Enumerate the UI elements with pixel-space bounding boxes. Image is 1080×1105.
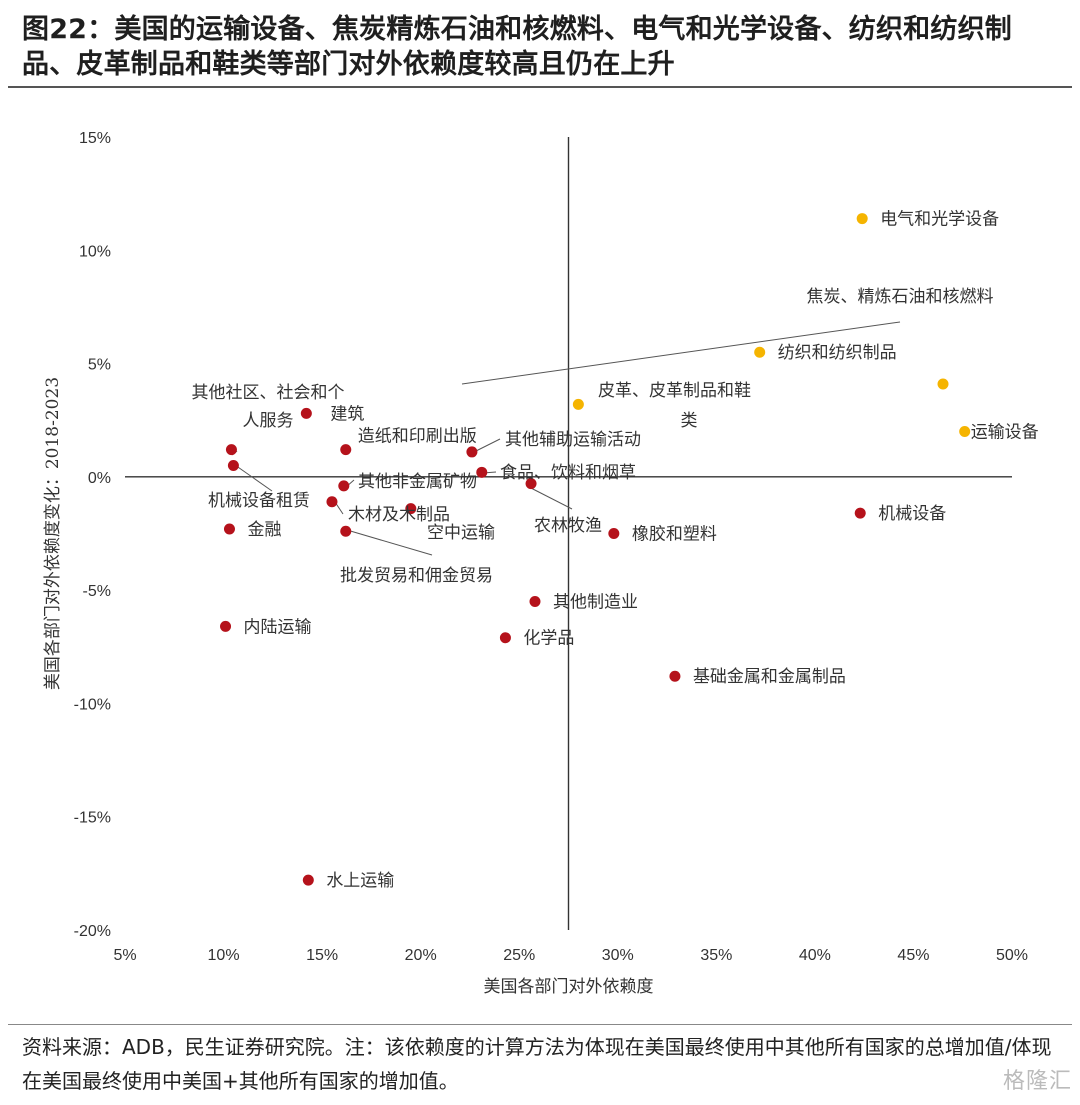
y-tick-label: -5% [83,583,111,600]
data-label: 空中运输 [427,523,495,543]
data-point [525,478,537,490]
title-divider [8,86,1072,88]
data-label: 机械设备 [878,504,946,524]
data-label: 运输设备 [971,423,1039,443]
x-tick-label: 30% [602,947,634,964]
source-note: 资料来源：ADB，民生证券研究院。注：该依赖度的计算方法为体现在美国最终使用中其… [22,1035,1052,1093]
data-point [302,874,314,886]
watermark-logo: 格隆汇 [1002,1069,1072,1094]
data-label: 橡胶和塑料 [632,525,717,545]
data-point [959,426,971,438]
leader-line [526,485,573,510]
x-tick-label: 20% [405,947,437,964]
leader-line [234,464,273,492]
data-label: 机械设备租赁 [208,491,310,511]
chart-title: 图22：美国的运输设备、焦炭精炼石油和核燃料、电气和光学设备、纺织和纺织制品、皮… [22,14,1012,80]
data-point [476,466,488,478]
data-point [854,507,866,519]
data-label: 食品、饮料和烟草 [500,463,636,483]
y-tick-label: 5% [88,357,111,374]
quadrant-lines [125,137,1012,930]
x-axis-label: 美国各部门对外依赖度 [484,977,654,997]
data-label: 其他非金属矿物 [358,472,477,492]
data-point [227,460,239,472]
x-tick-label: 25% [503,947,535,964]
leader-line [461,321,901,385]
data-point [225,444,237,456]
data-label: 水上运输 [326,871,394,891]
leader-line [473,438,501,453]
x-tick-label: 45% [897,947,929,964]
x-tick-label: 50% [996,947,1028,964]
x-tick-label: 15% [306,947,338,964]
y-tick-label: -20% [74,923,111,940]
data-label: 内陆运输 [244,617,312,637]
data-label: 批发贸易和佣金贸易 [340,566,493,586]
y-tick-label: -15% [74,810,111,827]
data-point [300,407,312,419]
data-label: 化学品 [523,629,574,649]
data-label: 农林牧渔 [534,516,602,536]
data-label: 皮革、皮革制品和鞋类 [598,381,751,431]
data-point [856,213,868,225]
axis-ticks: 5% 10% 15% 20% 25% 30% 35% 40% 45% 50% 15% 10% 5% 0% -… [74,130,1028,964]
data-points [220,213,971,886]
y-tick-label: 0% [88,470,111,487]
data-point [669,670,681,682]
data-label: 金融 [247,520,281,540]
leader-lines [231,321,901,556]
data-point [754,346,766,358]
point-labels: 电气和光学设备焦炭、精炼石油和核燃料纺织和纺织制品皮革、皮革制品和鞋类运输设备机… [192,210,1039,892]
y-tick-label: 15% [79,130,111,147]
x-tick-label: 10% [208,947,240,964]
data-label: 其他辅助运输活动 [505,430,641,450]
data-point [220,620,232,632]
data-point [223,523,235,535]
data-point [340,444,352,456]
data-label: 木材及木制品 [348,505,450,525]
data-point [340,525,352,537]
x-tick-label: 40% [799,947,831,964]
data-label: 纺织和纺织制品 [778,343,897,363]
data-point [338,480,350,492]
footer-divider [8,1024,1072,1025]
y-tick-label: -10% [74,696,111,713]
x-tick-label: 35% [700,947,732,964]
data-point [326,496,338,508]
data-point [529,595,541,607]
data-point [499,632,511,644]
data-label: 电气和光学设备 [880,210,999,230]
data-label: 其他制造业 [553,592,638,612]
data-label: 焦炭、精炼石油和核燃料 [807,287,994,307]
data-label: 建筑 [330,404,364,424]
scatter-chart: 5% 10% 15% 20% 25% 30% 35% 40% 45% 50% 15% 10% 5% 0% -… [43,130,1039,997]
x-tick-label: 5% [113,947,136,964]
data-point [572,398,584,410]
data-label: 其他社区、社会和个人服务 [192,383,345,431]
data-label: 造纸和印刷出版 [358,427,477,447]
leader-line [346,529,433,556]
data-point [608,528,620,539]
y-axis-label: 美国各部门对外依赖度变化：2018-2023 [43,377,63,690]
data-point [937,378,949,390]
y-tick-label: 10% [79,243,111,260]
data-point [466,446,478,458]
data-label: 基础金属和金属制品 [693,667,846,687]
data-point [405,503,417,515]
